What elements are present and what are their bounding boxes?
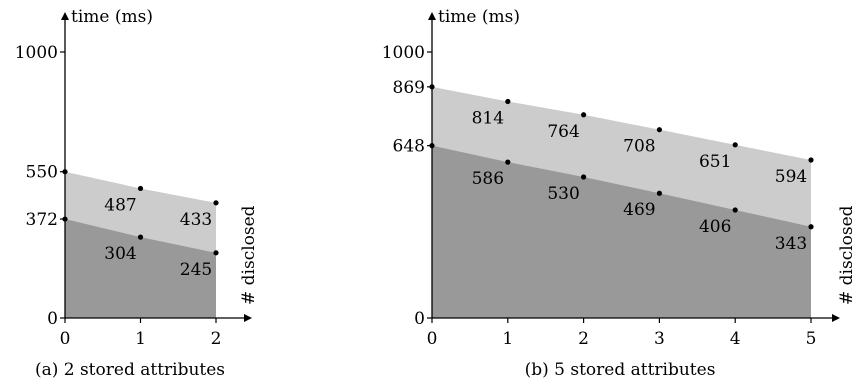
y-tick-label: 648 [393,137,425,157]
y-tick-label: 0 [47,309,58,329]
x-tick-label: 1 [502,329,513,349]
y-axis-arrow [61,12,69,20]
panel-caption: (b) 5 stored attributes [525,360,716,380]
data-label: 594 [775,167,807,187]
upper-point-2 [213,200,219,206]
x-tick-label: 4 [730,329,741,349]
x-tick-label: 2 [578,329,589,349]
y-axis-arrow [428,12,436,20]
data-label: 304 [104,244,136,264]
upper-point-5 [808,157,814,163]
x-tick-label: 5 [806,329,817,349]
x-axis-arrow [244,314,252,322]
x-axis-label: # disclosed [239,205,259,305]
upper-point-2 [581,112,587,118]
lower-point-4 [732,207,738,213]
panel-a: time (ms) # disclosed 0 1 2 0 372 550 1000 487 433… [15,7,259,380]
data-label: 487 [104,195,136,215]
area-lower-time [65,219,216,318]
x-tick-label: 0 [60,329,71,349]
data-label: 343 [775,234,807,254]
lower-point-1 [137,234,144,240]
panel-b: time (ms) # disclosed 0 1 2 3 4 5 0 648 869 1000 814… [382,7,857,380]
area-lower-time [432,145,811,318]
y-axis-label: time (ms) [71,7,153,27]
data-label: 708 [623,137,655,157]
lower-point-2 [581,174,587,180]
data-label: 651 [699,152,731,172]
x-tick-label: 1 [135,329,146,349]
y-tick-label: 372 [26,210,58,230]
y-tick-label: 0 [414,309,425,329]
lower-point-2 [213,250,219,256]
x-axis-arrow [832,314,840,322]
data-label: 530 [547,184,579,204]
y-tick-label: 869 [393,78,425,98]
x-axis-label: # disclosed [837,205,857,305]
panel-caption: (a) 2 stored attributes [35,360,225,380]
data-label: 433 [180,210,212,230]
data-label: 406 [699,217,731,237]
x-tick-label: 0 [427,329,438,349]
upper-point-4 [732,142,738,148]
data-label: 764 [547,122,579,142]
lower-point-1 [505,159,511,165]
lower-point-3 [656,190,663,196]
y-tick-label: 1000 [382,43,425,63]
y-axis-label: time (ms) [438,7,520,27]
y-tick-label: 1000 [15,43,58,63]
x-tick-label: 2 [211,329,222,349]
lower-point-5 [808,224,814,230]
y-tick-label: 550 [26,163,58,183]
upper-point-1 [505,98,511,105]
data-label: 586 [472,169,504,189]
upper-point-3 [656,127,663,133]
data-label: 469 [623,200,655,220]
data-label: 245 [180,260,212,280]
upper-point-1 [137,185,144,192]
x-tick-label: 3 [654,329,665,349]
data-label: 814 [472,108,504,128]
